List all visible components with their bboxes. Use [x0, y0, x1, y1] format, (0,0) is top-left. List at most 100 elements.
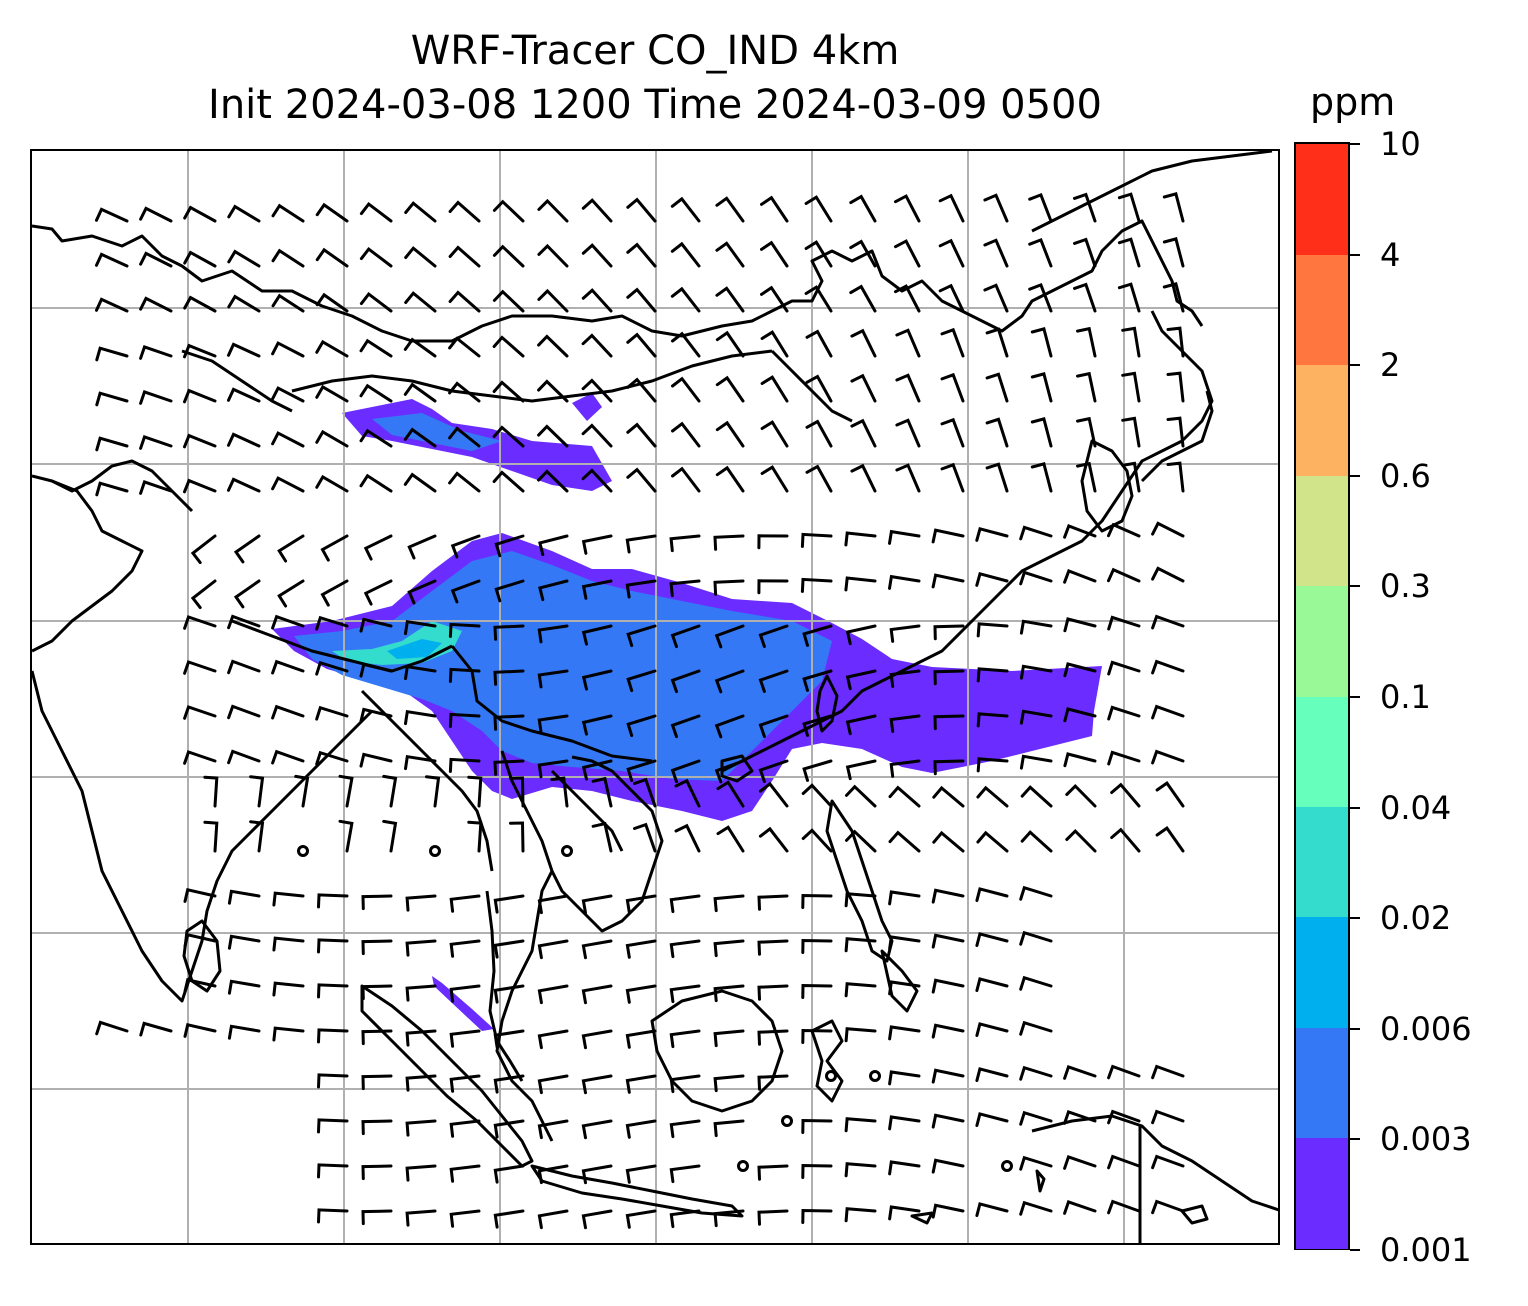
wind-barb: [448, 381, 481, 403]
wind-barb: [1065, 783, 1097, 808]
wind-barb: [581, 534, 613, 555]
plume-north-east: [572, 393, 602, 421]
wind-barb: [492, 244, 525, 268]
wind-barb: [227, 477, 261, 493]
wind-barb: [272, 891, 305, 907]
wind-barb: [1030, 372, 1053, 403]
wind-barb: [976, 622, 1009, 638]
wind-barb: [493, 759, 525, 776]
wind-barb: [714, 714, 745, 739]
wind-barb: [1107, 522, 1141, 538]
wind-barb: [940, 372, 965, 403]
wind-barb: [713, 1209, 745, 1228]
wind-barb: [931, 933, 965, 949]
wind-barbs: [95, 192, 1185, 1230]
wind-barb: [271, 386, 305, 403]
wind-barb: [317, 1028, 349, 1044]
wind-barb: [888, 935, 921, 951]
wind-barb: [715, 241, 745, 268]
kazakh-border: [181, 349, 293, 413]
wind-barb: [626, 377, 657, 403]
china-central: [770, 349, 853, 423]
wind-barb: [1151, 1109, 1185, 1125]
java: [530, 1164, 744, 1218]
wind-barb: [850, 418, 877, 448]
wind-barb: [940, 327, 965, 358]
sulawesi: [810, 1019, 844, 1103]
wind-barb: [361, 939, 393, 956]
wind-barb: [888, 1115, 921, 1131]
wind-barb: [931, 1068, 965, 1084]
wind-barb: [450, 579, 481, 604]
colorbar-label: 0.003: [1380, 1120, 1472, 1159]
wind-barb: [669, 984, 701, 1004]
small-island-1: [1180, 1204, 1209, 1225]
colorbar-segment: [1296, 916, 1348, 1028]
calm-wind-marker: [737, 1160, 749, 1172]
philippines: [825, 799, 894, 963]
wind-barb: [315, 292, 349, 313]
wind-barb: [1063, 617, 1097, 633]
wind-barb: [1155, 781, 1185, 808]
wind-barb: [492, 425, 525, 448]
wind-barb: [801, 1028, 833, 1044]
wind-barb: [888, 785, 921, 808]
wind-barb: [625, 1029, 657, 1049]
wind-barb: [448, 426, 481, 448]
wind-barb: [361, 1164, 393, 1181]
wind-barb: [227, 934, 261, 950]
wind-barb: [1019, 1155, 1053, 1171]
wind-barb: [760, 285, 789, 313]
wind-barb: [537, 288, 569, 313]
wind-barb: [669, 894, 701, 914]
wind-barb: [203, 820, 219, 853]
wind-barb: [359, 707, 393, 723]
wind-barb: [338, 774, 354, 808]
wind-barb: [405, 1074, 437, 1092]
wind-barb: [317, 1208, 349, 1224]
wind-barb: [449, 939, 481, 958]
wind-barb: [448, 757, 481, 773]
wind-barb: [1151, 521, 1185, 538]
wind-barb: [804, 285, 833, 313]
wind-barb: [315, 474, 349, 493]
wind-barb: [315, 615, 349, 631]
wind-barb: [933, 759, 965, 776]
wind-barb: [931, 573, 965, 589]
wind-barb: [715, 286, 745, 313]
wind-barb: [714, 624, 745, 649]
wind-barb: [975, 887, 1009, 902]
wind-barb: [671, 331, 701, 358]
wind-barb: [1107, 567, 1141, 583]
wind-barb: [670, 669, 701, 694]
wind-barb: [716, 780, 745, 808]
wind-barb: [591, 821, 613, 853]
calm-wind-marker: [561, 845, 573, 857]
wind-barb: [537, 424, 569, 448]
wind-barb: [1151, 1064, 1185, 1080]
borneo: [650, 989, 784, 1113]
wind-barb: [363, 534, 393, 561]
colorbar-label: 0.02: [1380, 899, 1452, 938]
wind-barb: [493, 894, 525, 914]
colorbar-tick: [1350, 1249, 1360, 1251]
wind-barb: [315, 660, 349, 676]
wind-barb: [581, 468, 613, 493]
wind-barb: [361, 894, 393, 911]
wind-barb: [715, 465, 745, 493]
wind-barb: [626, 197, 657, 223]
wind-barb: [190, 579, 217, 610]
calm-wind-marker: [429, 845, 441, 857]
wind-barb: [671, 421, 701, 448]
wind-barb: [581, 1074, 613, 1095]
wind-barb: [203, 775, 219, 808]
wind-barb: [494, 579, 525, 603]
wind-barb: [227, 342, 261, 358]
wind-barb: [277, 534, 305, 563]
wind-barb: [1076, 371, 1097, 403]
wind-barb: [581, 939, 613, 960]
wind-barb: [1107, 1154, 1141, 1170]
wind-barb: [715, 196, 745, 223]
wind-barb: [315, 429, 349, 448]
wind-barb: [382, 774, 398, 808]
